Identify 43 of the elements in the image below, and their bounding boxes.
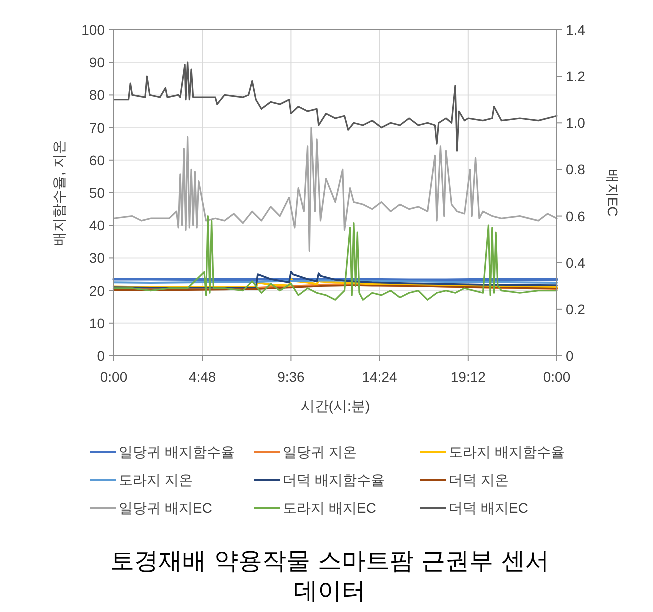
legend-label: 더덕 배지함수율 <box>283 472 385 488</box>
line-series <box>113 127 558 252</box>
x-tick-label: 14:24 <box>362 369 398 385</box>
legend-label: 도라지 배지함수율 <box>449 444 565 460</box>
y-tick-label: 60 <box>89 152 106 168</box>
line-series <box>113 270 558 289</box>
x-tick-label: 19:12 <box>450 369 486 385</box>
y-axis-title: 배지함수율, 지온 <box>51 140 67 246</box>
y2-tick-label: 0.2 <box>566 301 586 318</box>
y-tick-label: 70 <box>89 120 106 136</box>
y-tick-label: 90 <box>89 54 106 71</box>
legend-label: 일당귀 배지함수율 <box>119 444 235 460</box>
y-tick-label: 10 <box>89 315 106 332</box>
legend-label: 도라지 배지EC <box>283 500 376 516</box>
y2-tick-label: 0 <box>566 348 574 364</box>
line-series <box>113 215 558 301</box>
legend-label: 더덕 배지EC <box>449 500 528 516</box>
y-tick-label: 20 <box>89 282 106 299</box>
y2-axis-title: 배지EC <box>605 169 621 217</box>
y-tick-label: 30 <box>89 250 106 266</box>
x-tick-label: 0:00 <box>543 369 571 385</box>
y-tick-label: 80 <box>89 87 106 104</box>
y-tick-label: 40 <box>89 218 106 234</box>
line-series <box>113 62 558 152</box>
y2-tick-label: 0.6 <box>566 208 586 224</box>
line-series <box>112 278 558 289</box>
y2-tick-label: 1.0 <box>566 115 586 132</box>
y2-tick-label: 0.4 <box>566 254 586 271</box>
y-tick-label: 100 <box>82 22 106 38</box>
x-axis-title: 시간(시:분) <box>300 398 370 414</box>
y2-tick-label: 0.8 <box>566 162 586 178</box>
legend-label: 일당귀 지온 <box>283 444 357 460</box>
y2-tick-label: 1.2 <box>566 68 586 85</box>
y2-tick-label: 1.4 <box>566 22 586 38</box>
y-tick-label: 50 <box>89 185 106 201</box>
legend-label: 더덕 지온 <box>449 472 509 488</box>
x-tick-label: 0:00 <box>100 369 128 385</box>
x-tick-label: 4:48 <box>188 369 216 385</box>
legend-label: 일당귀 배지EC <box>119 500 212 516</box>
y-tick-label: 0 <box>97 348 106 364</box>
text: 토경재배 약용작물 스마트팜 근권부 센서 데이터 <box>110 546 550 606</box>
legend-label: 도라지 지온 <box>119 472 193 488</box>
x-tick-label: 9:36 <box>278 369 306 385</box>
